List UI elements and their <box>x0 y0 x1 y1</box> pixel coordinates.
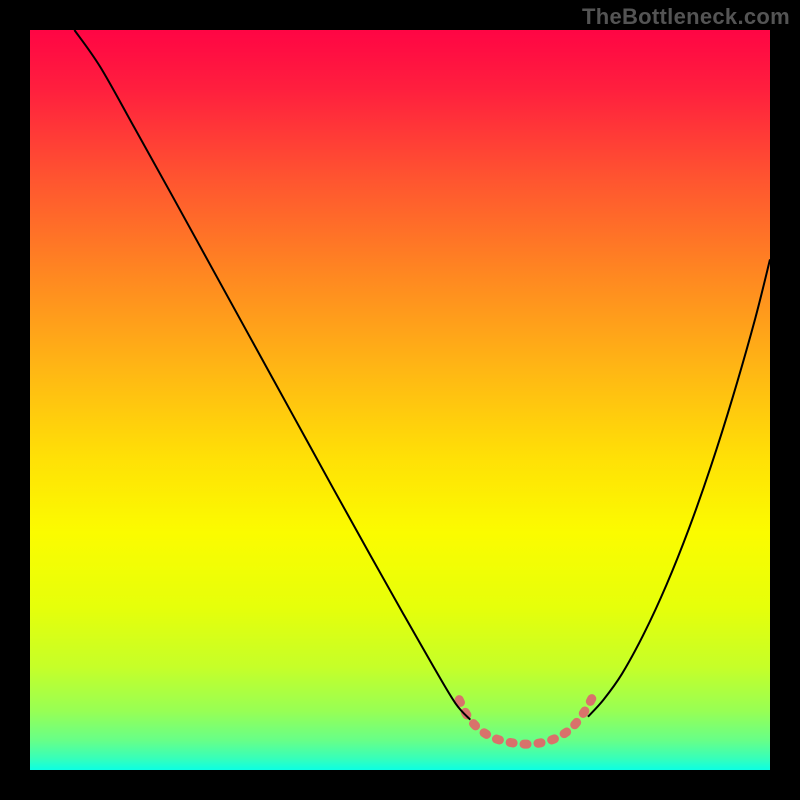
plot-area <box>30 30 770 770</box>
plot-svg <box>30 30 770 770</box>
chart-frame: TheBottleneck.com <box>0 0 800 800</box>
watermark-text: TheBottleneck.com <box>582 4 790 30</box>
